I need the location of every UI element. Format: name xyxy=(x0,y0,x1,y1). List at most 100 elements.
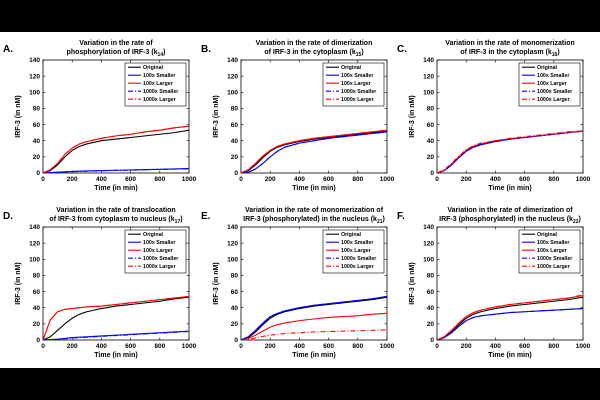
legend-label: 1000x Smaller xyxy=(341,256,376,262)
series-group xyxy=(43,125,189,173)
y-tick-label: 20 xyxy=(33,154,41,161)
title-text: of IRF-3 in the cytoplasm (k xyxy=(264,49,356,56)
figure-svg: A. Variation in the rate of phosphorylatio… xyxy=(3,40,591,359)
y-tick-label: 140 xyxy=(29,57,40,64)
y-tick-label: 60 xyxy=(33,289,41,296)
series-line-original xyxy=(43,296,189,340)
x-tick-label: 200 xyxy=(67,343,78,350)
legend-label: 1000x Smaller xyxy=(143,89,178,95)
legend: Original 100x Smaller 100x Larger 1000x Sma… xyxy=(124,229,187,274)
panel-letter: C. xyxy=(397,44,407,55)
x-tick-label: 800 xyxy=(548,176,559,183)
y-axis-label: IRF-3 (in nM) xyxy=(409,95,416,137)
y-tick-label: 140 xyxy=(29,224,40,231)
x-axis-label: Time (in min) xyxy=(292,352,335,359)
y-tick-label: 100 xyxy=(227,89,238,96)
chart-panel-5: E. Variation in the rate of monomerizatio… xyxy=(201,207,395,359)
series-line-original xyxy=(241,130,387,173)
title-subscript: 17 xyxy=(175,219,181,225)
x-tick-label: 200 xyxy=(461,176,472,183)
panel-letter: E. xyxy=(201,211,211,222)
title-text: of IRF-3 in the cytoplasm (k xyxy=(460,49,552,56)
panel-title-line2: of IRF-3 in the cytoplasm (k15) xyxy=(264,49,363,58)
y-tick-label: 80 xyxy=(427,106,435,113)
x-tick-label: 800 xyxy=(352,176,363,183)
chart-panel-4: D. Variation in the rate of translocation… xyxy=(3,207,197,359)
y-axis-label: IRF-3 (in nM) xyxy=(213,262,220,304)
y-tick-label: 100 xyxy=(29,256,40,263)
x-tick-label: 800 xyxy=(154,343,165,350)
series-line-original xyxy=(43,129,189,173)
y-tick-label: 140 xyxy=(423,224,434,231)
x-tick-label: 600 xyxy=(519,343,530,350)
y-tick-label: 80 xyxy=(231,106,239,113)
y-tick-label: 100 xyxy=(423,89,434,96)
y-tick-label: 40 xyxy=(231,138,239,145)
series-line-1000x-larger xyxy=(437,294,583,340)
panel-title-line1: Variation in the rate of monomerization … xyxy=(245,207,384,214)
title-close: ) xyxy=(180,216,182,223)
legend-label: 1000x Larger xyxy=(341,264,374,270)
series-group xyxy=(437,130,583,173)
y-tick-label: 40 xyxy=(427,305,435,312)
legend-label: 1000x Smaller xyxy=(341,89,376,95)
x-tick-label: 600 xyxy=(519,176,530,183)
x-tick-label: 600 xyxy=(323,343,334,350)
legend-label: 1000x Larger xyxy=(143,97,176,103)
y-tick-label: 60 xyxy=(427,122,435,129)
y-tick-label: 40 xyxy=(33,305,41,312)
x-tick-label: 400 xyxy=(294,176,305,183)
series-line-1000x-smaller xyxy=(437,130,583,173)
y-tick-label: 20 xyxy=(231,154,239,161)
x-tick-label: 0 xyxy=(239,343,243,350)
x-axis-label: Time (in min) xyxy=(488,185,531,192)
y-tick-label: 80 xyxy=(231,273,239,280)
series-group xyxy=(43,295,189,340)
legend: Original 100x Smaller 100x Larger 1000x Sma… xyxy=(322,62,385,107)
x-tick-label: 400 xyxy=(96,343,107,350)
series-line-1000x-larger xyxy=(437,130,583,173)
y-tick-label: 140 xyxy=(423,57,434,64)
y-tick-label: 80 xyxy=(33,273,41,280)
y-tick-label: 0 xyxy=(234,170,238,177)
y-tick-label: 40 xyxy=(33,138,41,145)
series-line-1000x-smaller xyxy=(241,295,387,340)
x-tick-label: 200 xyxy=(67,176,78,183)
legend-label: 100x Larger xyxy=(143,81,173,87)
y-tick-label: 0 xyxy=(234,337,238,344)
series-line-100x-larger xyxy=(241,312,387,340)
legend-label: 1000x Smaller xyxy=(143,256,178,262)
y-tick-label: 120 xyxy=(29,240,40,247)
legend-label: 100x Smaller xyxy=(341,73,373,79)
legend-label: 1000x Smaller xyxy=(537,89,572,95)
legend-label: Original xyxy=(143,232,164,238)
y-tick-label: 120 xyxy=(423,73,434,80)
title-close: ) xyxy=(383,216,385,223)
y-tick-label: 20 xyxy=(427,154,435,161)
x-tick-label: 1000 xyxy=(182,176,197,183)
x-tick-label: 1000 xyxy=(576,176,591,183)
panel-letter: F. xyxy=(397,211,405,222)
legend-label: 1000x Larger xyxy=(537,264,570,270)
x-tick-label: 1000 xyxy=(576,343,591,350)
panel-title-line2: IRF-3 (phosphorylated) in the nucleus (k… xyxy=(243,216,385,225)
x-axis-label: Time (in min) xyxy=(488,352,531,359)
chart-panel-6: F. Variation in the rate of dimerization … xyxy=(397,207,591,359)
series-line-1000x-larger xyxy=(43,295,189,340)
x-tick-label: 800 xyxy=(352,343,363,350)
panel-letter: B. xyxy=(201,44,211,55)
title-subscript: 22 xyxy=(573,219,579,225)
x-tick-label: 800 xyxy=(154,176,165,183)
title-close: ) xyxy=(163,49,165,56)
y-tick-label: 120 xyxy=(227,240,238,247)
y-tick-label: 60 xyxy=(231,122,239,129)
y-tick-label: 120 xyxy=(227,73,238,80)
series-line-1000x-smaller xyxy=(43,168,189,173)
title-close: ) xyxy=(579,216,581,223)
y-tick-label: 0 xyxy=(430,337,434,344)
y-tick-label: 140 xyxy=(227,224,238,231)
title-text: of IRF-3 from cytoplasm to nucleus (k xyxy=(49,216,174,223)
panel-title-line1: Variation in the rate of dimerization of xyxy=(447,207,573,214)
series-group xyxy=(241,129,387,173)
legend-label: 100x Larger xyxy=(143,248,173,254)
